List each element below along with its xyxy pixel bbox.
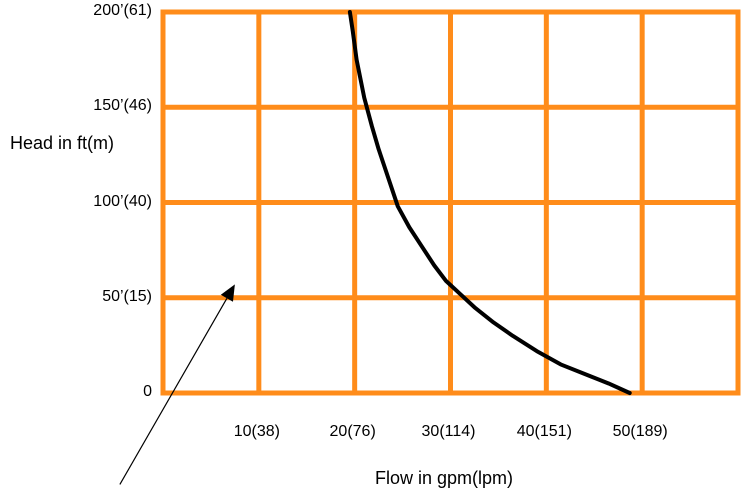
x-axis-label: Flow in gpm(lpm) (375, 468, 514, 488)
x-tick-label-2: 20(76) (329, 423, 376, 440)
x-tick-label-4: 40(151) (516, 423, 572, 440)
x-tick-label-3: 30(114) (421, 423, 476, 440)
pump-curve-series-0 (347, 10, 632, 395)
grid (160, 9, 741, 396)
y-tick-label-4: 200’(61) (93, 2, 152, 19)
x-tick-label-1: 10(38) (233, 423, 280, 440)
y-tick-label-3: 150’(46) (93, 97, 152, 115)
y-tick-label-1: 50’(15) (102, 287, 152, 305)
y-axis-label: Head in ft(m) (10, 133, 115, 153)
arrow-head-0 (220, 284, 235, 302)
y-tick-label-0: 0 (143, 383, 152, 400)
arrow-annotation-layer (119, 284, 235, 485)
pump-curve-layer (347, 10, 632, 395)
x-tick-label-5: 50(189) (612, 423, 668, 440)
y-tick-label-2: 100’(40) (93, 192, 152, 210)
arrow-shaft-0 (119, 297, 228, 485)
